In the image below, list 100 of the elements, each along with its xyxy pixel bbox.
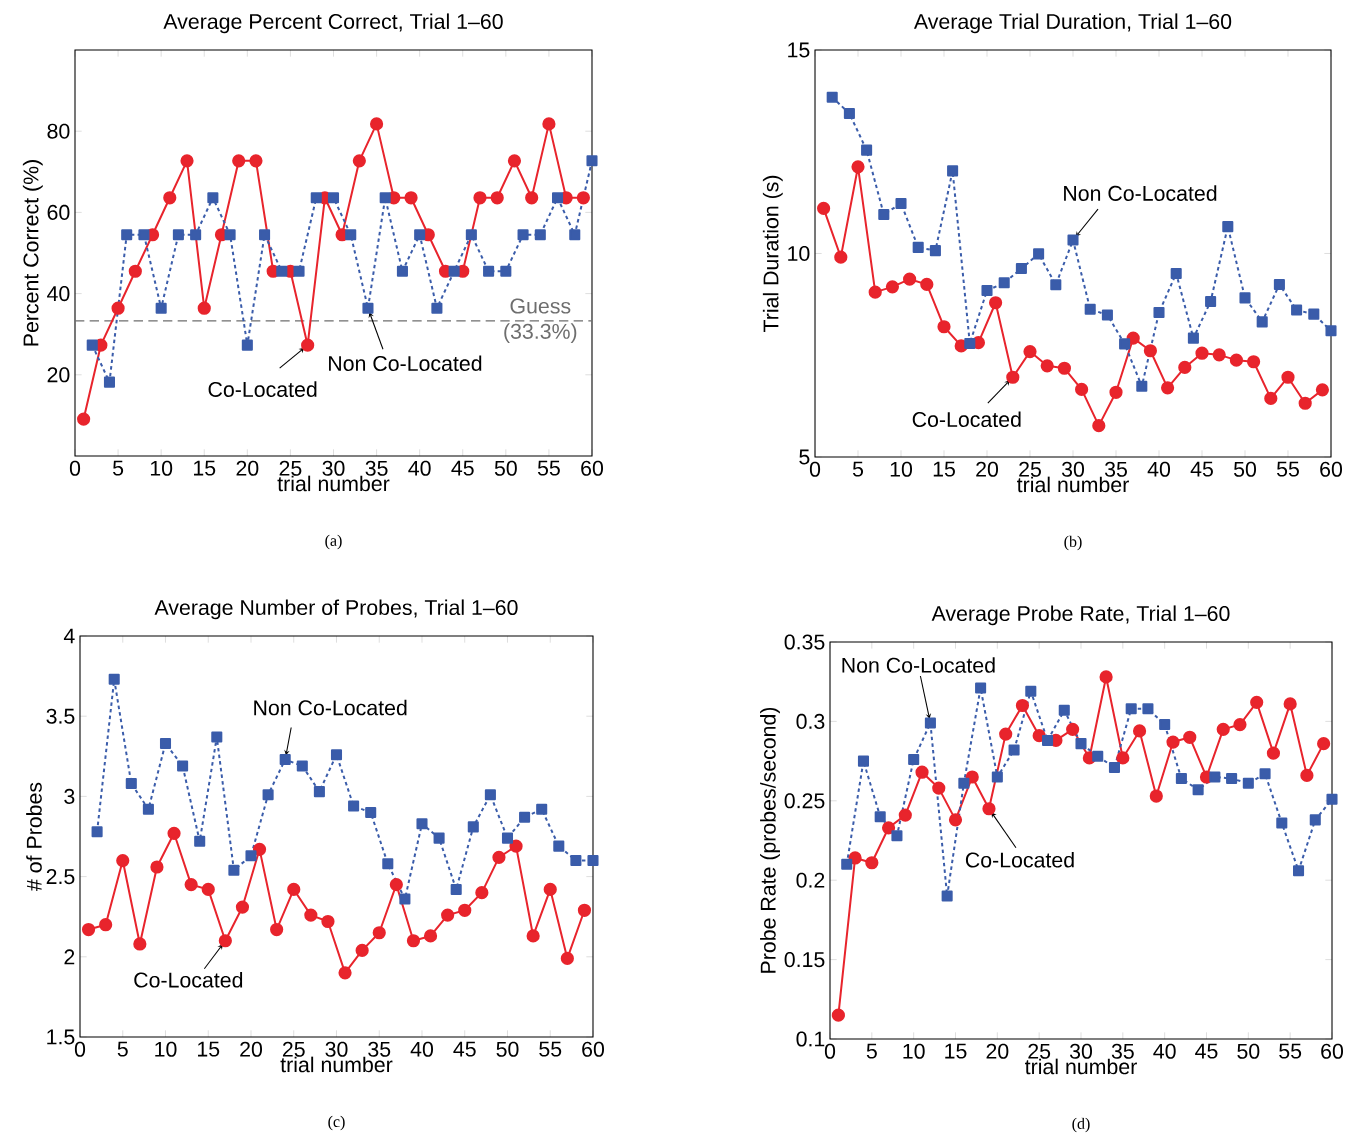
point bbox=[1273, 278, 1285, 290]
point bbox=[180, 154, 194, 168]
y-tick-label: 0.35 bbox=[784, 634, 825, 650]
point bbox=[1229, 353, 1243, 367]
point bbox=[270, 922, 284, 937]
point bbox=[1317, 737, 1331, 751]
point bbox=[958, 777, 970, 789]
y-tick-label: 15 bbox=[788, 42, 810, 58]
point bbox=[964, 337, 976, 349]
x-tick-label: 10 bbox=[903, 1043, 925, 1059]
point bbox=[981, 285, 993, 297]
y-tick-label: 3 bbox=[64, 788, 75, 804]
point bbox=[249, 154, 263, 168]
point bbox=[327, 192, 340, 204]
point bbox=[525, 191, 539, 205]
x-tick-label: 55 bbox=[537, 460, 560, 476]
point bbox=[287, 882, 301, 897]
point bbox=[404, 191, 418, 205]
point bbox=[310, 192, 322, 204]
point bbox=[509, 839, 523, 853]
point bbox=[878, 208, 890, 220]
point bbox=[379, 192, 391, 204]
point bbox=[201, 882, 215, 897]
point bbox=[355, 943, 369, 957]
point bbox=[1125, 703, 1137, 715]
point bbox=[1239, 292, 1251, 304]
point bbox=[831, 1008, 845, 1022]
point bbox=[903, 272, 917, 286]
point bbox=[103, 376, 115, 388]
point bbox=[898, 808, 912, 822]
y-tick-label: 2 bbox=[64, 949, 75, 965]
point bbox=[133, 937, 147, 951]
x-tick-label: 10 bbox=[155, 1041, 177, 1057]
text: (a) bbox=[325, 534, 342, 550]
text: (c) bbox=[328, 1115, 345, 1131]
point bbox=[1250, 695, 1264, 709]
point bbox=[1033, 248, 1045, 260]
point bbox=[86, 339, 98, 351]
point bbox=[500, 265, 512, 277]
x-axis-title: trial number bbox=[1017, 476, 1129, 493]
y-tick-label: 10 bbox=[788, 245, 810, 262]
point bbox=[1192, 784, 1204, 796]
point bbox=[1325, 325, 1337, 337]
point bbox=[441, 908, 455, 922]
point bbox=[121, 229, 133, 241]
point bbox=[1050, 279, 1062, 291]
point bbox=[396, 265, 408, 277]
point bbox=[929, 245, 941, 257]
point bbox=[991, 771, 1003, 783]
point bbox=[868, 285, 882, 299]
x-tick-label: 15 bbox=[198, 1041, 220, 1057]
point bbox=[1222, 221, 1234, 233]
point bbox=[1259, 768, 1271, 780]
annotation: Co-Located bbox=[134, 971, 243, 988]
point bbox=[1298, 396, 1312, 410]
point bbox=[1042, 734, 1054, 746]
point bbox=[570, 855, 582, 867]
annotation: Co-Located bbox=[912, 411, 1021, 428]
chart-title: Average Probe Rate, Trial 1–60 bbox=[931, 605, 1230, 626]
point bbox=[1075, 738, 1087, 750]
point bbox=[1205, 295, 1217, 308]
point bbox=[338, 966, 352, 980]
point bbox=[1159, 719, 1171, 731]
point bbox=[1276, 817, 1288, 829]
point bbox=[998, 277, 1010, 289]
point bbox=[1116, 751, 1130, 765]
y-tick-label: 5 bbox=[799, 449, 810, 465]
point bbox=[448, 265, 460, 277]
x-axis-title: trial number bbox=[1025, 1058, 1137, 1075]
point bbox=[881, 821, 896, 835]
point bbox=[279, 753, 291, 766]
point bbox=[1266, 746, 1281, 760]
point bbox=[1066, 722, 1080, 736]
point bbox=[372, 926, 386, 940]
y-tick-label: 0.25 bbox=[784, 793, 825, 809]
x-tick-label: 35 bbox=[1111, 1043, 1134, 1059]
annotation: Co-Located bbox=[965, 851, 1074, 868]
point bbox=[885, 280, 900, 294]
y-tick-label: 1.5 bbox=[47, 1029, 75, 1045]
point bbox=[534, 229, 546, 241]
y-tick-label: 40 bbox=[47, 286, 70, 302]
point bbox=[861, 144, 873, 156]
point bbox=[560, 951, 574, 966]
point bbox=[1099, 670, 1113, 684]
point bbox=[1233, 717, 1247, 732]
point bbox=[1136, 380, 1148, 392]
point bbox=[507, 154, 522, 168]
point bbox=[473, 191, 487, 205]
point bbox=[1092, 419, 1106, 433]
point bbox=[542, 117, 556, 131]
y-tick-label: 4 bbox=[63, 628, 75, 644]
x-tick-label: 55 bbox=[1276, 461, 1299, 477]
y-tick-label: 0.3 bbox=[796, 713, 825, 729]
point bbox=[817, 201, 831, 215]
point bbox=[77, 412, 91, 426]
x-tick-label: 35 bbox=[1104, 461, 1127, 477]
point bbox=[519, 811, 531, 823]
point bbox=[1142, 703, 1154, 715]
annotation: Co-Located bbox=[208, 381, 317, 397]
point bbox=[1057, 361, 1071, 375]
